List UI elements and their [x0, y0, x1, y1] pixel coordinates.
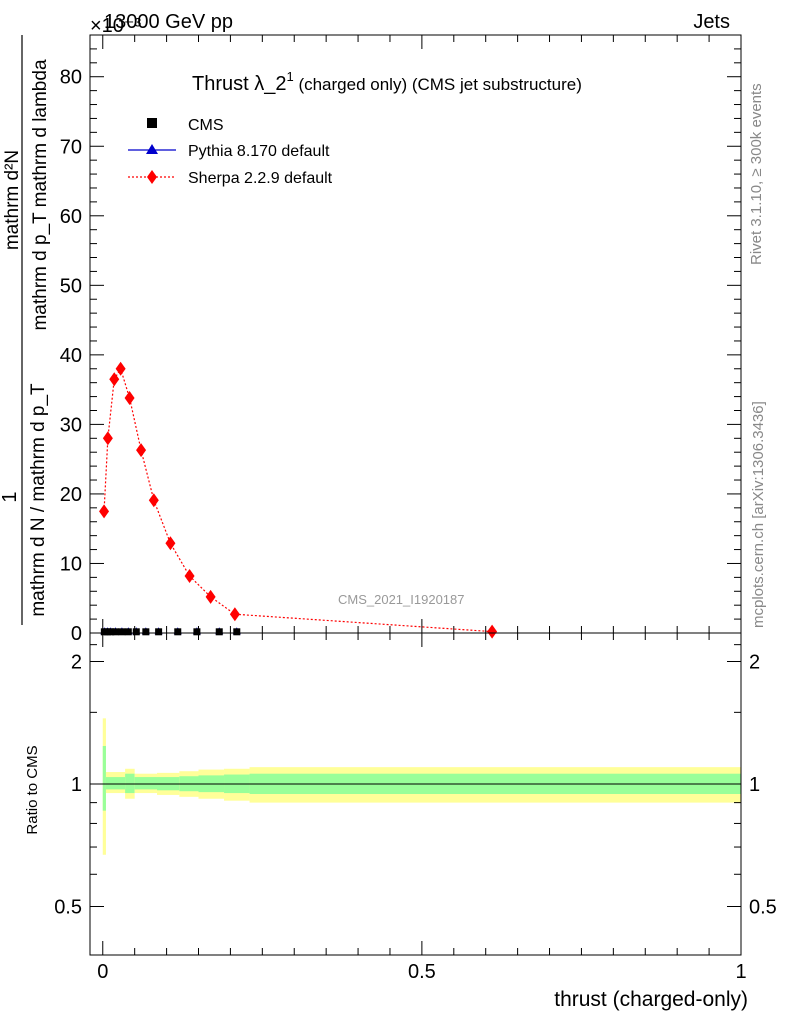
cms-point: [215, 628, 223, 636]
main-panel: 0 10 20 30 40 50 60 70 80: [60, 34, 742, 645]
ratio-y-tick-label: 2: [71, 652, 82, 674]
x-axis-label: thrust (charged-only): [554, 988, 748, 1011]
ratio-inner-band: [105, 777, 126, 790]
main-y-axis-label: 1 mathrm d N / mathrm d p_T mathrm d²N m…: [0, 35, 51, 625]
main-title-text: Thrust λ_2: [192, 73, 286, 95]
main-y-tick-label: 30: [60, 414, 82, 436]
cms-point: [124, 628, 132, 636]
main-title: Thrust λ_21 (charged only) (CMS jet subs…: [192, 69, 582, 95]
mcplots-label: mcplots.cern.ch [arXiv:1306.3436]: [750, 401, 767, 628]
watermark: CMS_2021_I1920187: [338, 592, 465, 607]
sherpa-point: [165, 536, 176, 551]
cms-point: [107, 628, 115, 636]
category-label: Jets: [693, 11, 730, 33]
sherpa-point: [136, 443, 147, 458]
ratio-y-label: Ratio to CMS: [24, 745, 41, 834]
legend: CMS Pythia 8.170 default Sherpa 2.2.9 de…: [128, 117, 333, 187]
sherpa-point: [99, 504, 110, 519]
main-y-ticks: 0 10 20 30 40 50 60 70 80: [60, 48, 741, 645]
ratio-y-tick-label-right: 0.5: [749, 896, 777, 918]
main-y-tick-label: 50: [60, 275, 82, 297]
legend-pythia-marker: [146, 144, 158, 154]
legend-pythia-label: Pythia 8.170 default: [188, 143, 330, 160]
exponent-label: ×10⁻³: [90, 15, 141, 37]
main-y-tick-label: 20: [60, 484, 82, 506]
cms-point: [112, 628, 120, 636]
main-y-tick-label: 40: [60, 345, 82, 367]
ratio-frame: [89, 632, 742, 956]
sherpa-point: [229, 607, 240, 622]
sherpa-point: [487, 624, 498, 639]
ratio-inner-band: [134, 777, 158, 790]
main-y-tick-label: 0: [71, 623, 82, 645]
cms-point: [193, 628, 201, 636]
energy-label: 13000 GeV pp: [104, 11, 233, 33]
legend-cms-label: CMS: [188, 117, 224, 134]
ratio-y-tick-label: 1: [71, 774, 82, 796]
ratio-inner-band: [125, 773, 135, 794]
x-tick-label: 1: [735, 961, 746, 983]
sherpa-point: [115, 361, 126, 376]
main-y-tick-label: 60: [60, 206, 82, 228]
main-y-tick-label: 70: [60, 136, 82, 158]
cms-point: [142, 628, 150, 636]
ratio-bands: [102, 718, 741, 855]
y-label-outer-denominator: mathrm d N / mathrm d p_T: [28, 383, 49, 617]
x-tick-label: 0.5: [408, 961, 436, 983]
cms-point: [118, 628, 126, 636]
main-y-tick-label: 10: [60, 553, 82, 575]
x-tick-label: 0: [97, 961, 108, 983]
y-label-denominator: mathrm d p_T mathrm d lambda: [30, 59, 51, 330]
cms-point: [155, 628, 163, 636]
sherpa-point: [109, 372, 120, 387]
sherpa-point: [205, 589, 216, 604]
ratio-y-tick-label: 0.5: [54, 896, 82, 918]
ratio-x-ticks: 0 0.5 1: [97, 35, 747, 983]
sherpa-point: [102, 431, 113, 446]
legend-sherpa-marker: [147, 170, 157, 184]
main-title-sup: 1: [286, 69, 293, 84]
ratio-y-tick-label-right: 2: [749, 652, 760, 674]
ratio-panel: 0.5 0.51 12 2 0 0.5 1: [54, 35, 777, 983]
sherpa-point: [124, 390, 135, 405]
main-y-tick-label: 80: [60, 67, 82, 89]
ratio-y-tick-label-right: 1: [749, 774, 760, 796]
sherpa-point: [184, 568, 195, 583]
y-label-one: 1: [0, 491, 21, 502]
legend-sherpa-label: Sherpa 2.2.9 default: [188, 170, 333, 187]
sherpa-point: [148, 493, 159, 508]
ratio-y-ticks: 0.5 0.5 1 1 2 2: [54, 644, 777, 918]
rivet-label: Rivet 3.1.10, ≥ 300k events: [748, 83, 765, 265]
y-label-numerator: mathrm d²N: [2, 150, 23, 250]
cms-point: [174, 628, 182, 636]
legend-cms-marker: [147, 118, 157, 128]
cms-point: [132, 628, 140, 636]
cms-point: [233, 628, 241, 636]
ratio-inner-band: [102, 745, 106, 811]
main-title-suffix: (charged only) (CMS jet substructure): [294, 75, 582, 94]
